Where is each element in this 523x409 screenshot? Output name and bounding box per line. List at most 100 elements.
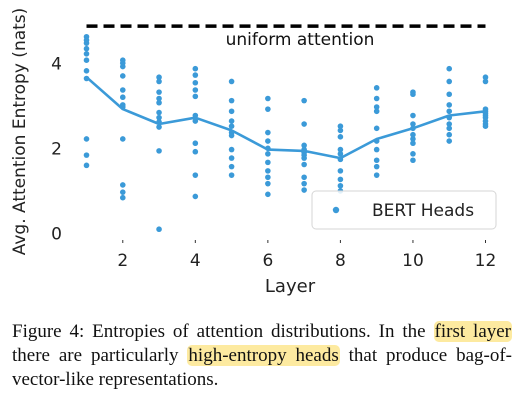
data-point — [192, 65, 199, 72]
legend-box — [311, 190, 497, 230]
y-axis-title: Avg. Attention Entropy (nats) — [10, 8, 30, 256]
data-point — [410, 131, 416, 138]
data-point — [228, 132, 235, 139]
caption-middle: there are particularly — [12, 345, 188, 366]
data-point — [337, 123, 344, 129]
data-point — [83, 152, 90, 158]
data-point — [337, 168, 344, 174]
data-point — [228, 78, 235, 85]
data-point — [228, 155, 235, 161]
mean-entropy-line — [85, 76, 486, 160]
data-point — [410, 136, 416, 142]
figure-caption: Figure 4: Entropies of attention distrib… — [12, 320, 513, 392]
data-point — [156, 124, 162, 130]
data-point — [337, 176, 344, 183]
data-point — [373, 125, 380, 132]
y-tick-label: 0 — [51, 225, 62, 245]
data-point — [337, 151, 344, 157]
data-point — [446, 125, 453, 132]
legend-label: BERT Heads — [372, 201, 474, 221]
data-point — [446, 121, 453, 127]
y-tick-label: 2 — [51, 139, 62, 159]
data-point — [301, 161, 307, 168]
data-point — [373, 104, 380, 110]
x-tick-label: 10 — [402, 251, 424, 271]
axes: 0 2 4 2 4 6 8 10 12 Layer Avg. Attention Entropy (… — [10, 8, 496, 297]
data-point — [228, 97, 235, 104]
data-point — [156, 95, 162, 102]
mean-line-path — [85, 76, 486, 160]
data-point — [337, 182, 344, 189]
data-point — [192, 79, 199, 86]
data-point — [410, 140, 416, 147]
data-point — [482, 78, 489, 85]
data-point — [373, 108, 380, 115]
data-point — [446, 65, 453, 72]
data-point — [410, 151, 416, 157]
data-point — [265, 138, 271, 144]
data-point — [192, 93, 199, 100]
data-point — [337, 127, 344, 134]
data-point — [156, 148, 162, 154]
data-point — [83, 136, 90, 142]
data-point — [119, 63, 126, 70]
uniform-attention-label: uniform attention — [226, 30, 375, 50]
data-point — [446, 138, 453, 144]
x-tick-label: 8 — [335, 251, 346, 271]
data-point — [446, 131, 453, 138]
data-point — [373, 157, 380, 164]
data-point — [265, 180, 271, 187]
data-point — [446, 102, 453, 108]
data-point — [119, 194, 126, 201]
x-tick-label: 2 — [117, 251, 128, 271]
x-tick-label: 4 — [190, 251, 201, 271]
data-point — [192, 148, 199, 155]
caption-end: that produce bag-of-vector-like represen… — [12, 345, 513, 390]
data-point — [192, 172, 199, 178]
legend-marker — [332, 206, 340, 214]
bert-heads-points — [83, 33, 489, 233]
data-point — [482, 123, 489, 129]
caption-lead: Figure 4: Entropies of attention distrib… — [12, 321, 434, 342]
data-point — [265, 129, 271, 136]
data-point — [119, 73, 126, 79]
uniform-attention-reference: uniform attention — [86, 24, 486, 50]
entropy-scatter-chart: 0 2 4 2 4 6 8 10 12 Layer Avg. Attention Entropy (… — [10, 8, 497, 297]
data-point — [301, 97, 307, 104]
data-point — [410, 91, 416, 98]
data-point — [410, 121, 416, 127]
data-point — [446, 91, 453, 98]
data-point — [373, 172, 380, 178]
data-point — [410, 157, 416, 164]
data-point — [192, 72, 199, 78]
data-point — [373, 146, 380, 153]
data-point — [156, 226, 162, 233]
data-point — [265, 168, 271, 174]
data-point — [446, 108, 453, 115]
data-point — [228, 172, 235, 178]
caption-highlight-high-entropy-heads: high-entropy heads — [187, 345, 340, 366]
data-point — [192, 140, 199, 147]
data-point — [119, 136, 126, 142]
data-point — [83, 40, 90, 46]
y-tick-label: 4 — [51, 54, 62, 74]
data-point — [83, 51, 90, 57]
data-point — [446, 78, 453, 85]
data-point — [301, 155, 307, 161]
data-point — [192, 118, 199, 124]
data-point — [83, 57, 90, 63]
x-axis-title: Layer — [265, 276, 316, 297]
data-point — [156, 99, 162, 106]
data-point — [83, 45, 90, 52]
data-point — [119, 189, 126, 195]
data-point — [373, 95, 380, 102]
data-point — [373, 85, 380, 91]
data-point — [156, 89, 162, 95]
x-tick-label: 6 — [262, 251, 273, 271]
data-point — [228, 108, 235, 115]
data-point — [192, 193, 199, 200]
data-point — [119, 182, 126, 188]
caption-highlight-first-layer: first layer — [433, 321, 513, 342]
data-point — [156, 78, 162, 85]
data-point — [119, 94, 126, 101]
